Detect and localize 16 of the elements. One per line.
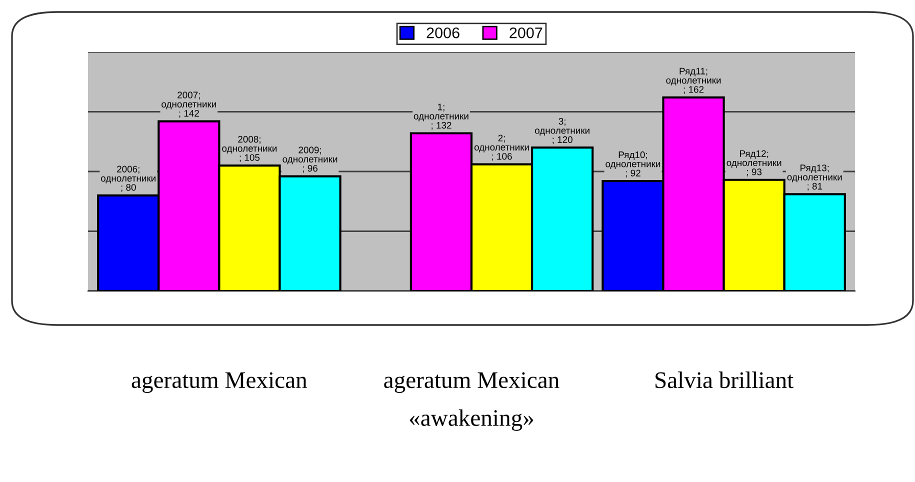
x-tick-label: ageratum Mexican «awakening» [384, 372, 560, 431]
data-label: Ряд12; однолетники ; 93 [726, 150, 782, 176]
x-tick-label: Salvia brilliant [656, 372, 794, 388]
legend-label: 2006 [426, 27, 460, 38]
data-label: 2007; однолетники ; 142 [162, 92, 216, 118]
data-label: Ряд10; однолетники ; 92 [606, 151, 660, 178]
data-label: 3; однолетники ; 120 [534, 118, 590, 144]
x-tick-label: ageratum Mexican [132, 372, 308, 393]
data-label: Ряд13; однолетники ; 81 [787, 164, 842, 191]
legend-label: 2007 [510, 27, 542, 38]
data-label: Ряд11; однолетники ; 162 [666, 68, 721, 94]
data-label: 2; однолетники ; 106 [474, 134, 529, 161]
data-label: 2008; однолетники ; 105 [222, 136, 277, 162]
data-label: 1; однолетники ; 132 [414, 104, 468, 130]
data-label: 2006; однолетники ; 80 [101, 166, 156, 192]
data-label: 2009; однолетники ; 96 [282, 146, 338, 173]
